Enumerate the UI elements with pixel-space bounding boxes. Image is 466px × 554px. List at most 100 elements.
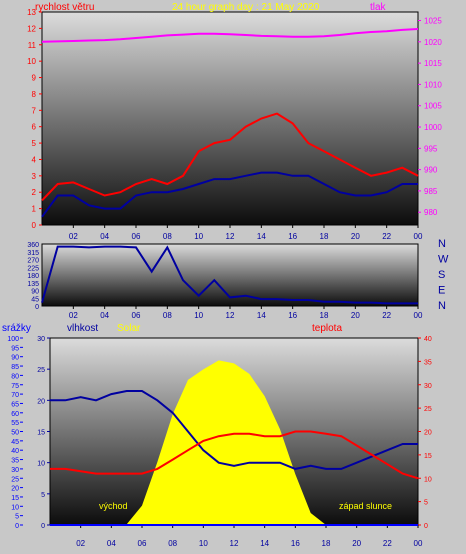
rain-axis-title: srážky (2, 323, 31, 334)
y-tick-label: 3 (32, 172, 37, 181)
rain-tick-label: 85 (11, 364, 19, 371)
y-right-tick-label: 990 (424, 166, 438, 175)
rain-tick-label: 95 (11, 345, 19, 352)
x-tick-label: 14 (257, 311, 266, 320)
x-tick-label: 10 (194, 311, 203, 320)
y-tick-label: 0 (32, 221, 37, 230)
rain-tick-label: 10 (11, 504, 19, 511)
x-tick-label: 00 (414, 232, 423, 241)
y-tick-label: 11 (28, 41, 37, 50)
rain-tick-label: 25 (11, 476, 19, 483)
rain-tick-label: 80 (11, 373, 19, 380)
x-tick-label: 18 (320, 311, 329, 320)
direction-tick-label: 90 (31, 289, 39, 296)
x-tick-label: 18 (322, 539, 331, 548)
direction-tick-label: 0 (35, 304, 39, 311)
x-tick-label: 14 (260, 539, 269, 548)
temperature-line (50, 430, 419, 480)
sunrise-annotation: východ (99, 501, 128, 511)
direction-tick-label: 180 (27, 273, 39, 280)
x-tick-label: 14 (257, 232, 266, 241)
y-right-tick-label: 1010 (424, 80, 442, 89)
y-tick-label: 9 (32, 74, 37, 83)
wind-average-line (41, 171, 418, 218)
x-tick-label: 18 (320, 232, 329, 241)
y-tick-label: 6 (32, 123, 37, 132)
x-tick-label: 20 (351, 311, 360, 320)
y-tick-label: 10 (27, 57, 36, 66)
y-right-tick-label: 1020 (424, 38, 442, 47)
compass-label: N (438, 300, 446, 312)
direction-chart-frame (41, 243, 419, 307)
humidity-tick-label: 30 (37, 336, 45, 343)
humidity-tick-label: 10 (37, 461, 45, 468)
x-tick-label: 08 (163, 232, 172, 241)
y-right-tick-label: 980 (424, 208, 438, 217)
x-tick-label: 22 (382, 311, 391, 320)
rain-tick-label: 100 (7, 336, 19, 343)
y-right-tick-label: 1000 (424, 123, 442, 132)
x-tick-label: 22 (383, 539, 392, 548)
rain-tick-label: 20 (11, 486, 19, 493)
x-tick-label: 12 (226, 232, 235, 241)
x-tick-label: 00 (414, 311, 423, 320)
x-tick-label: 00 (414, 539, 423, 548)
x-tick-label: 20 (352, 539, 361, 548)
y-tick-label: 1 (32, 205, 37, 214)
page-title: 24 hour graph day : 21 May 2020 (172, 2, 320, 13)
y-tick-label: 2 (32, 188, 37, 197)
direction-tick-label: 45 (31, 296, 39, 303)
x-tick-label: 08 (163, 311, 172, 320)
temperature-tick-label: 15 (424, 453, 432, 460)
rain-tick-label: 35 (11, 458, 19, 465)
temperature-tick-label: 10 (424, 476, 432, 483)
direction-tick-label: 270 (27, 258, 39, 265)
x-tick-label: 10 (194, 232, 203, 241)
x-tick-label: 04 (100, 311, 109, 320)
x-tick-label: 06 (138, 539, 147, 548)
rain-tick-label: 60 (11, 411, 19, 418)
compass-label: S (438, 269, 445, 281)
rain-tick-label: 55 (11, 420, 19, 427)
humidity-tick-label: 0 (41, 523, 45, 530)
y-right-tick-label: 1025 (424, 17, 442, 26)
humidity-tick-label: 20 (37, 398, 45, 405)
direction-tick-label: 135 (27, 281, 39, 288)
y-tick-label: 8 (32, 90, 37, 99)
direction-tick-label: 315 (27, 250, 39, 257)
wind-axis-title: rychlost větru (35, 2, 94, 13)
x-tick-label: 08 (168, 539, 177, 548)
humidity-tick-label: 25 (37, 367, 45, 374)
rain-tick-label: 70 (11, 392, 19, 399)
x-tick-label: 04 (107, 539, 116, 548)
humidity-tick-label: 15 (37, 430, 45, 437)
x-tick-label: 16 (288, 311, 297, 320)
x-tick-label: 06 (132, 311, 141, 320)
rain-tick-label: 0 (15, 523, 19, 530)
y-right-tick-label: 985 (424, 187, 438, 196)
x-tick-label: 12 (226, 311, 235, 320)
temperature-tick-label: 0 (424, 523, 428, 530)
humidity-tick-label: 5 (41, 492, 45, 499)
x-tick-label: 02 (69, 311, 78, 320)
rain-tick-label: 65 (11, 401, 19, 408)
temperature-tick-label: 20 (424, 430, 432, 437)
y-right-tick-label: 1015 (424, 59, 442, 68)
x-tick-label: 04 (100, 232, 109, 241)
x-tick-label: 20 (351, 232, 360, 241)
wind-speed-line (41, 112, 419, 202)
solar-area (50, 360, 418, 525)
x-tick-label: 06 (132, 232, 141, 241)
x-tick-label: 10 (199, 539, 208, 548)
x-tick-label: 16 (288, 232, 297, 241)
humidity-axis-title: vlhkost (67, 323, 98, 334)
x-tick-label: 16 (291, 539, 300, 548)
y-tick-label: 12 (27, 24, 36, 33)
wind-chart-frame (41, 11, 419, 226)
compass-label: N (438, 238, 446, 250)
rain-tick-label: 5 (15, 514, 19, 521)
y-tick-label: 7 (32, 106, 37, 115)
wind-direction-line (41, 245, 418, 305)
